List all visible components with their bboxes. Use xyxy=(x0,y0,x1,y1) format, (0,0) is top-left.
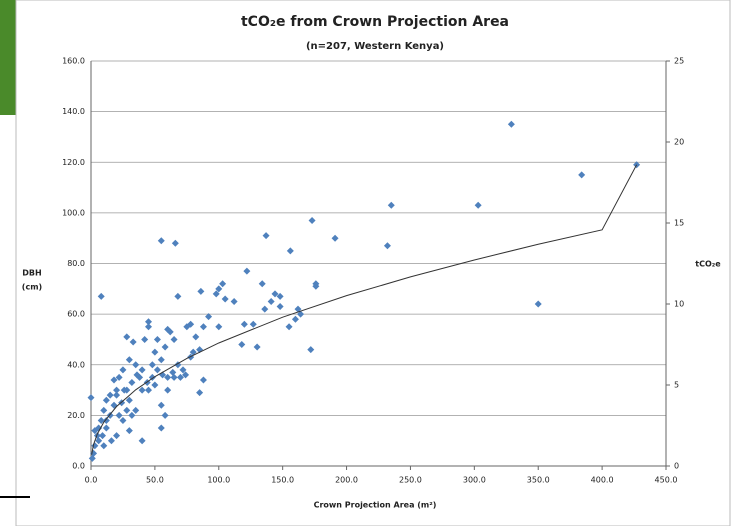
y-tick-label: 0.0 xyxy=(72,462,85,471)
y2-tick-label: 5 xyxy=(674,381,679,390)
y2-tick-label: 15 xyxy=(674,219,684,228)
y-axis-label: DBH xyxy=(22,269,41,278)
x-tick-label: 0.0 xyxy=(85,476,98,485)
chart-title: tCO₂e from Crown Projection Area xyxy=(241,14,509,30)
x-tick-label: 350.0 xyxy=(527,476,550,485)
x-tick-label: 300.0 xyxy=(463,476,486,485)
chart-frame xyxy=(16,0,730,526)
y2-axis-label: tCO₂e xyxy=(695,260,721,269)
x-tick-label: 250.0 xyxy=(399,476,422,485)
y-tick-label: 140.0 xyxy=(62,107,85,116)
x-axis-label: Crown Projection Area (m²) xyxy=(314,501,437,510)
y-axis-label: (cm) xyxy=(22,283,42,292)
chart-subtitle: (n=207, Western Kenya) xyxy=(306,41,444,52)
y-tick-label: 20.0 xyxy=(67,411,85,420)
y-tick-label: 160.0 xyxy=(62,57,85,66)
x-tick-label: 400.0 xyxy=(591,476,614,485)
y-tick-label: 40.0 xyxy=(67,360,85,369)
y2-tick-label: 25 xyxy=(674,57,684,66)
y-tick-label: 120.0 xyxy=(62,158,85,167)
y2-tick-label: 0 xyxy=(674,462,679,471)
page: tCO₂e from Crown Projection Area (n=207,… xyxy=(0,0,731,530)
y-tick-label: 60.0 xyxy=(67,310,85,319)
x-tick-label: 50.0 xyxy=(146,476,164,485)
y-tick-label: 80.0 xyxy=(67,259,85,268)
x-tick-label: 200.0 xyxy=(335,476,358,485)
y2-tick-label: 20 xyxy=(674,138,684,147)
y-tick-label: 100.0 xyxy=(62,208,85,217)
x-tick-label: 450.0 xyxy=(655,476,678,485)
x-tick-label: 150.0 xyxy=(271,476,294,485)
x-tick-label: 100.0 xyxy=(207,476,230,485)
y2-tick-label: 10 xyxy=(674,300,684,309)
chart: tCO₂e from Crown Projection Area (n=207,… xyxy=(0,0,731,526)
